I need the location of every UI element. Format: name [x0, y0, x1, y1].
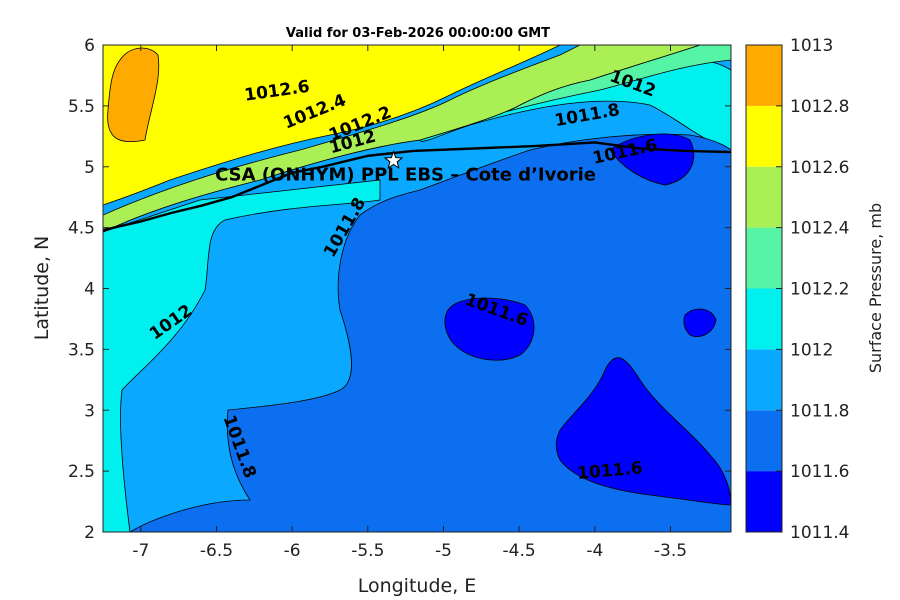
colorbar-swatch [746, 166, 782, 228]
y-tick-label: 2.5 [68, 462, 95, 482]
band-fill-1012-8 [107, 47, 160, 143]
band-fill-1011-4-mid [444, 297, 535, 361]
site-star-icon [383, 150, 404, 170]
y-tick-label: 2 [84, 523, 95, 543]
x-axis-label: Longitude, E [358, 575, 477, 597]
y-tick-label: 4.5 [68, 219, 95, 239]
colorbar-swatch [746, 227, 782, 289]
colorbar-tick-label: 1012.4 [790, 219, 849, 239]
band-fill-1012-6 [103, 45, 561, 206]
y-tick-label: 3 [84, 401, 95, 421]
colorbar-tick-label: 1013 [790, 36, 833, 56]
y-axis-label: Latitude, N [31, 236, 53, 341]
band-fill-1011-4-se [555, 357, 731, 506]
x-tick-label: -6.5 [200, 541, 233, 561]
x-tick-label: -5.5 [351, 541, 384, 561]
band-fill-1012-4 [103, 45, 731, 233]
colorbar-frame [745, 44, 783, 533]
band-fill-1012-sw [103, 179, 381, 532]
x-tick-label: -4.5 [503, 541, 536, 561]
colorbar-swatch [746, 288, 782, 350]
colorbar-swatch [746, 349, 782, 411]
site-label: CSA (ONHYM) PPL EBS – Cote d’Ivorie [215, 165, 596, 186]
colorbar-swatch [746, 471, 782, 532]
colorbar-tick-label: 1011.8 [790, 401, 849, 421]
y-axis: 2 2.5 3 3.5 4 4.5 5 5.5 6 [68, 36, 731, 543]
y-tick-label: 5.5 [68, 97, 95, 117]
x-axis: -7 -6.5 -6 -5.5 -5 -4.5 -4 -3.5 [132, 45, 687, 561]
colorbar-swatch [746, 105, 782, 167]
colorbar-swatch [746, 45, 782, 106]
y-tick-label: 3.5 [68, 340, 95, 360]
colorbar-tick-label: 1011.4 [790, 523, 849, 543]
colorbar-label: Surface Pressure, mb [866, 203, 885, 373]
coastline [103, 141, 731, 232]
x-tick-label: -3.5 [654, 541, 687, 561]
x-tick-label: -4 [586, 541, 603, 561]
x-tick-label: -6 [284, 541, 301, 561]
colorbar-tick-label: 1012 [790, 340, 833, 360]
colorbar-tick-label: 1012.2 [790, 280, 849, 300]
contour-fill-layer [103, 45, 731, 532]
y-tick-label: 6 [84, 36, 95, 56]
y-tick-label: 5 [84, 158, 95, 178]
y-tick-label: 4 [84, 280, 95, 300]
colorbar-tick-label: 1012.6 [790, 158, 849, 178]
band-fill-1011-4-small [683, 308, 717, 337]
colorbar: 1011.4 1011.6 1011.8 1012 1012.2 1012.4 1012.6… [746, 36, 849, 543]
x-tick-label: -7 [132, 541, 149, 561]
colorbar-swatch [746, 410, 782, 472]
colorbar-tick-label: 1011.6 [790, 462, 849, 482]
x-tick-label: -5 [435, 541, 452, 561]
colorbar-tick-label: 1012.8 [790, 97, 849, 117]
chart-title: Valid for 03-Feb-2026 00:00:00 GMT [286, 26, 550, 41]
